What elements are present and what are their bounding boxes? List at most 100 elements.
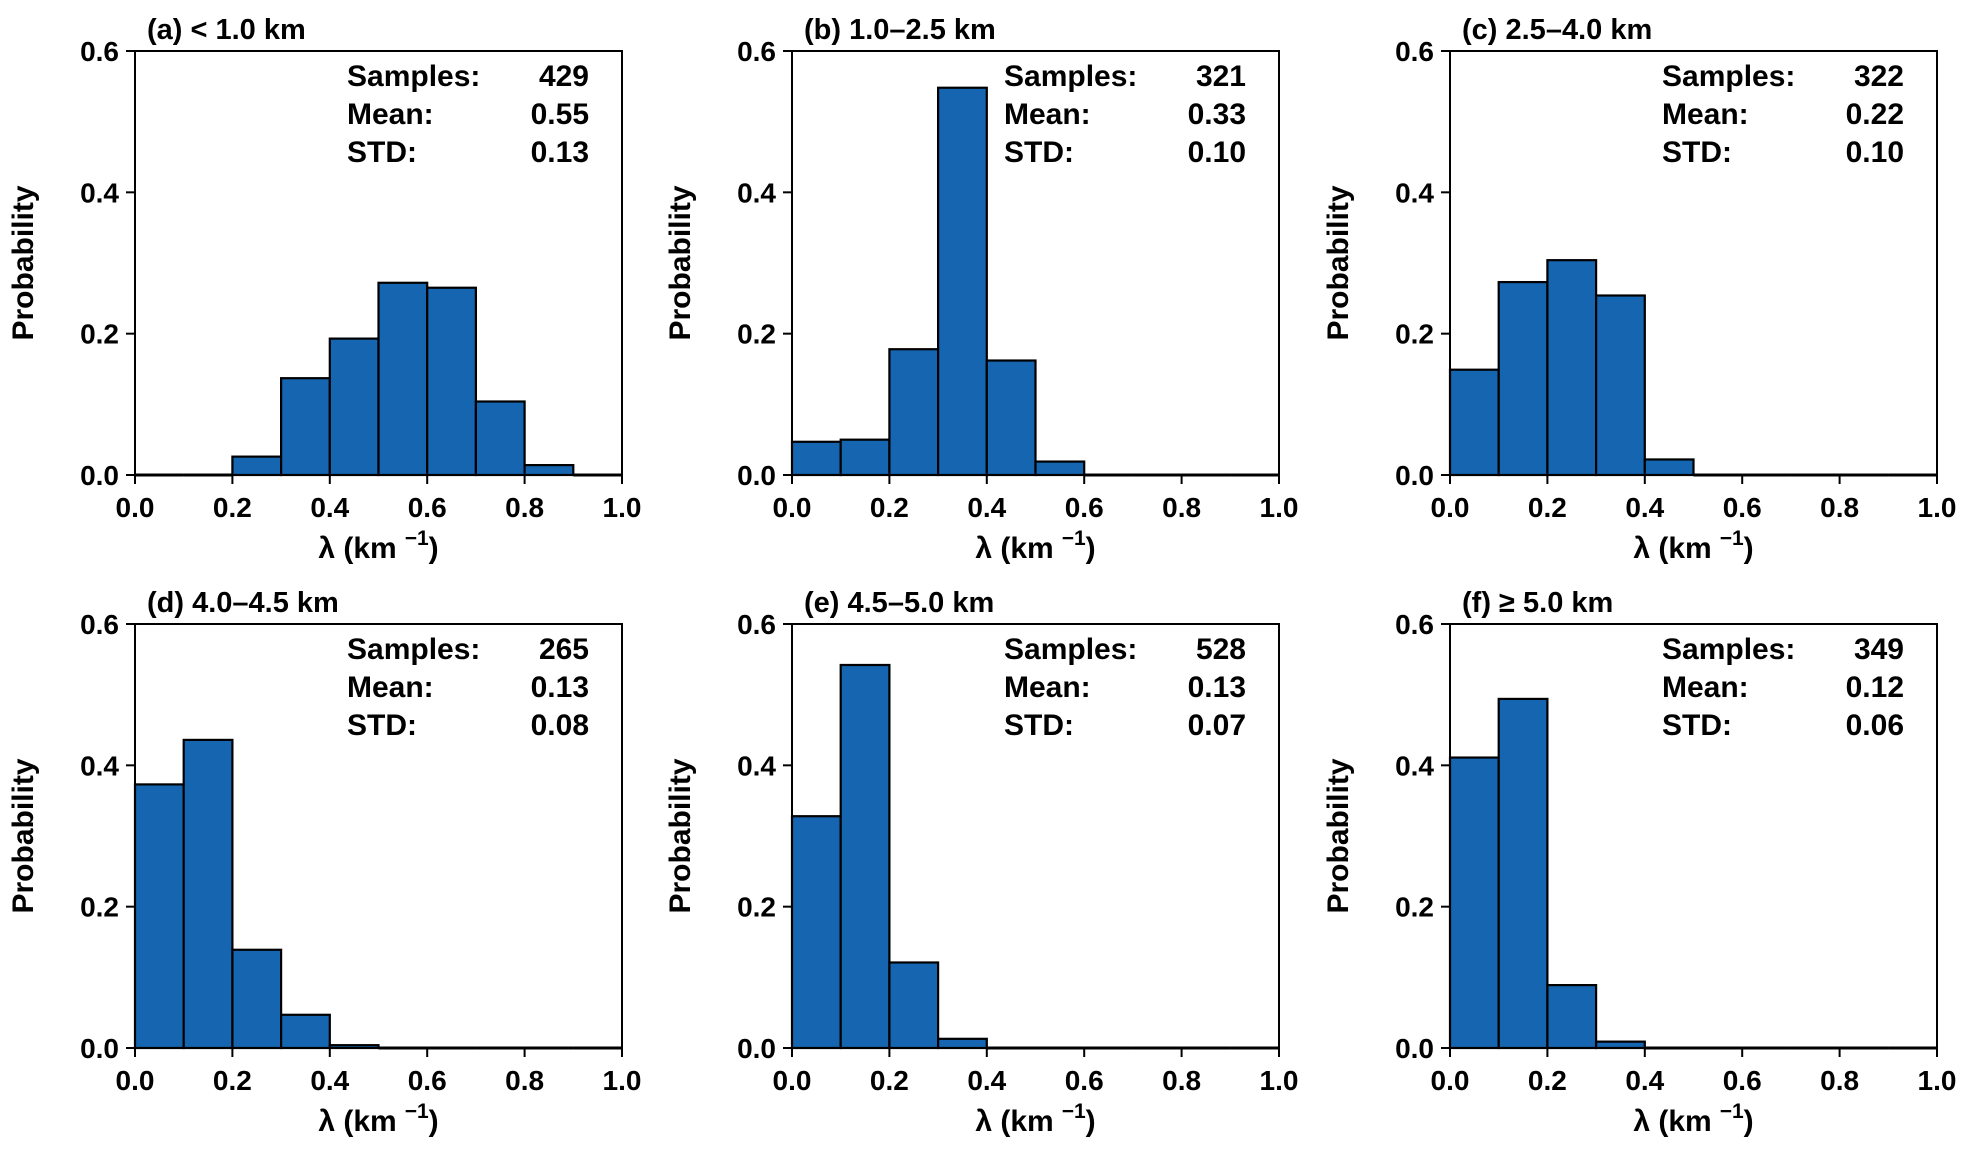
x-tick-label: 0.0 [1431,492,1470,523]
x-axis-label-exponent: −1 [405,1100,429,1123]
stats-samples-label: Samples: [1004,60,1137,93]
histogram-bar [280,1013,331,1050]
x-tick-label: 0.0 [773,1065,812,1096]
x-axis-label-main: λ (km [975,532,1053,565]
y-tick-label: 0.4 [80,750,119,781]
y-tick-label: 0.0 [80,460,119,491]
stats-std-label: STD: [1662,709,1732,742]
x-axis-label-main: λ (km [975,1105,1053,1138]
x-tick-label: 0.8 [505,492,544,523]
histogram-bar [474,400,526,477]
stats-std-label: STD: [347,136,417,169]
panel-title: (c) 2.5–4.0 km [1462,14,1652,46]
x-tick-label: 0.0 [116,492,155,523]
histogram-bar [985,359,1037,477]
y-axis-label: Probability [1322,758,1355,913]
stats-samples-value: 321 [1196,60,1246,93]
y-tick-label: 0.4 [737,177,776,208]
x-tick-label: 0.2 [870,492,909,523]
stats-samples-value: 528 [1196,633,1246,666]
x-tick-label: 1.0 [603,492,642,523]
stats-samples-value: 322 [1854,60,1904,93]
histogram-bar [839,438,891,477]
stats-mean-label: Mean: [1004,98,1091,131]
y-axis-label: Probability [1322,185,1355,340]
histogram-bar [133,783,185,1050]
panel-title: (f) ≥ 5.0 km [1462,587,1613,619]
histogram-bar [936,1037,988,1050]
y-tick-label: 0.6 [80,609,119,640]
x-tick-label: 0.6 [1065,1065,1104,1096]
histogram-bar [1497,280,1549,477]
stats-mean-label: Mean: [1662,671,1749,704]
panel-title: (a) < 1.0 km [147,14,306,46]
y-axis-label: Probability [7,185,40,340]
stats-samples-label: Samples: [347,60,480,93]
y-tick-label: 0.0 [1395,1033,1434,1064]
histogram-bar [1448,756,1500,1050]
x-tick-label: 1.0 [1260,492,1299,523]
y-tick-label: 0.6 [737,609,776,640]
stats-mean-label: Mean: [347,98,434,131]
x-axis-label-exponent: −1 [405,527,429,550]
stats-mean-label: Mean: [1662,98,1749,131]
histogram-bar [1448,368,1500,477]
y-tick-label: 0.0 [80,1033,119,1064]
panel-d: 0.0 0.2 0.4 0.6 0.8 1.0 0.0 0.2 0.4 0.6 Probabilit… [7,587,641,1138]
x-tick-label: 0.6 [1723,1065,1762,1096]
axes-frame [1449,623,1938,1049]
y-tick-label: 0.4 [737,750,776,781]
x-axis-label: λ (km −1) [1633,1100,1753,1138]
stats-mean-value: 0.22 [1846,98,1904,131]
histogram-bar [1546,259,1598,477]
x-tick-label: 0.4 [1625,1065,1664,1096]
histogram-bar [1643,458,1695,477]
histogram-bar [1497,697,1549,1050]
x-tick-label: 1.0 [1918,492,1957,523]
x-tick-label: 0.2 [1528,1065,1567,1096]
x-tick-label: 0.2 [213,492,252,523]
x-tick-label: 0.4 [310,492,349,523]
x-axis-label: λ (km −1) [318,527,438,565]
stats-std-label: STD: [1004,709,1074,742]
x-axis-label-close: ) [1086,532,1096,565]
stats-mean-value: 0.12 [1846,671,1904,704]
x-tick-label: 0.0 [116,1065,155,1096]
histogram-bar [231,455,283,477]
stats-std-value: 0.08 [531,709,589,742]
axes-frame [791,623,1280,1049]
x-tick-label: 0.8 [1820,1065,1859,1096]
y-tick-label: 0.6 [737,36,776,67]
stats-std-value: 0.07 [1188,709,1246,742]
stats-std-value: 0.10 [1188,136,1246,169]
stats-mean-value: 0.55 [531,98,589,131]
histogram-bar [839,663,891,1050]
x-tick-label: 0.4 [1625,492,1664,523]
y-tick-label: 0.0 [1395,460,1434,491]
stats-samples-value: 349 [1854,633,1904,666]
x-axis-label-main: λ (km [1633,1105,1711,1138]
axes-frame [1449,50,1938,476]
stats-mean-label: Mean: [1004,671,1091,704]
x-tick-label: 0.8 [1162,492,1201,523]
y-tick-label: 0.6 [80,36,119,67]
stats-std-value: 0.13 [531,136,589,169]
y-axis-label: Probability [664,758,697,913]
stats-samples-label: Samples: [347,633,480,666]
histogram-bar [523,464,575,477]
histogram-bar [790,815,842,1050]
stats-samples-label: Samples: [1662,60,1795,93]
histogram-bar [888,961,940,1050]
x-tick-label: 0.4 [967,1065,1006,1096]
y-tick-label: 0.4 [80,177,119,208]
axes-frame [134,50,623,476]
stats-std-label: STD: [1662,136,1732,169]
x-axis-label-main: λ (km [318,532,396,565]
x-axis-label-close: ) [1744,532,1754,565]
stats-mean-value: 0.33 [1188,98,1246,131]
axes-frame [791,50,1280,476]
x-axis-label-close: ) [1086,1105,1096,1138]
stats-samples-value: 265 [539,633,589,666]
histogram-bar [426,286,478,477]
y-axis-label: Probability [664,185,697,340]
